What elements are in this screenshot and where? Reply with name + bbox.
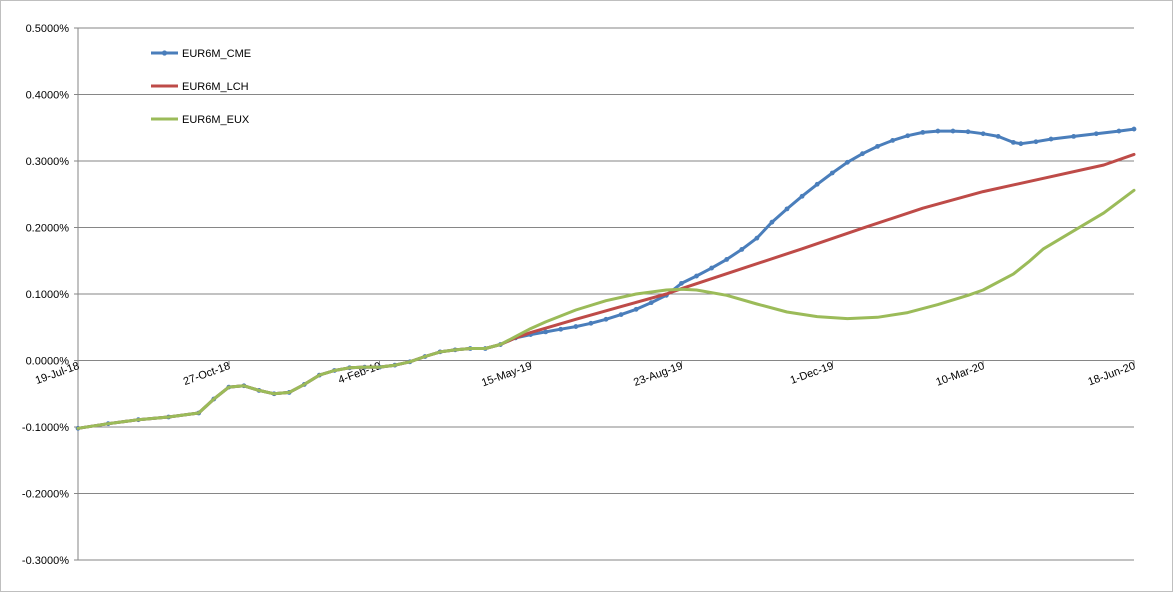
- data-point: [920, 130, 926, 135]
- data-point: [679, 280, 684, 286]
- data-point: [709, 265, 714, 271]
- data-point: [784, 206, 790, 212]
- data-point: [980, 131, 986, 137]
- data-point: [995, 133, 1001, 139]
- x-tick-label: 10-Mar-20: [934, 360, 986, 389]
- y-tick-label: -0.3000%: [22, 555, 69, 567]
- y-tick-label: 0.2000%: [26, 223, 70, 235]
- legend-marker: [161, 50, 168, 56]
- data-point: [754, 235, 760, 241]
- data-point: [935, 128, 941, 134]
- data-point: [950, 128, 956, 134]
- legend-label: EUR6M_LCH: [182, 81, 249, 93]
- data-point: [875, 143, 880, 149]
- data-point: [1018, 141, 1024, 147]
- data-point: [694, 273, 699, 279]
- data-point: [648, 300, 654, 306]
- y-tick-label: 0.3000%: [26, 156, 70, 168]
- y-tick-label: -0.1000%: [22, 422, 69, 434]
- data-point: [1131, 126, 1137, 132]
- x-tick-label: 15-May-19: [480, 360, 534, 389]
- series-line: [76, 188, 1136, 430]
- series-EUR6M_EUX: [76, 188, 1136, 430]
- series-lines: [75, 126, 1137, 431]
- data-point: [1048, 136, 1054, 142]
- x-tick-label: 1-Dec-19: [789, 360, 836, 387]
- data-point: [1116, 128, 1122, 134]
- x-tick-label: 27-Oct-18: [182, 360, 232, 388]
- data-point: [1010, 139, 1016, 145]
- data-point: [724, 257, 730, 262]
- data-point: [618, 312, 624, 318]
- data-point: [860, 151, 865, 157]
- legend-label: EUR6M_CME: [182, 48, 251, 60]
- y-tick-label: 0.0000%: [26, 356, 70, 368]
- y-tick-label: 0.1000%: [26, 289, 70, 301]
- x-tick-label: 18-Jun-20: [1086, 360, 1137, 388]
- data-point: [633, 306, 639, 312]
- data-point: [543, 329, 549, 335]
- data-point: [799, 193, 805, 199]
- x-tick-label: 4-Feb-19: [337, 360, 383, 387]
- y-axis-tick-labels: -0.3000% -0.2000% -0.1000% 0.0000% 0.1000% 0.…: [22, 23, 69, 567]
- data-point: [1071, 133, 1077, 139]
- x-axis-tick-labels: 19-Jul-18 27-Oct-18 4-Feb-19 15-May-19 23-Au…: [34, 360, 1137, 389]
- data-point: [1093, 131, 1099, 137]
- data-point: [558, 326, 564, 332]
- y-tick-label: 0.5000%: [26, 23, 70, 35]
- data-point: [1033, 139, 1039, 145]
- data-point: [814, 181, 820, 187]
- data-point: [829, 170, 835, 176]
- data-point: [769, 219, 775, 225]
- y-tick-label: 0.4000%: [26, 90, 70, 102]
- legend: EUR6M_CME EUR6M_LCH EUR6M_EUX: [151, 48, 251, 126]
- data-point: [603, 316, 609, 322]
- axes: [74, 27, 1135, 561]
- x-tick-label: 23-Aug-19: [632, 360, 684, 389]
- data-point: [573, 324, 579, 329]
- data-point: [739, 247, 745, 252]
- data-point: [890, 137, 896, 143]
- data-point: [844, 159, 850, 165]
- data-point: [965, 129, 971, 135]
- legend-label: EUR6M_EUX: [182, 114, 250, 126]
- series-line: [76, 127, 1136, 430]
- data-point: [588, 320, 594, 326]
- data-point: [905, 133, 911, 139]
- y-tick-label: -0.2000%: [22, 489, 69, 501]
